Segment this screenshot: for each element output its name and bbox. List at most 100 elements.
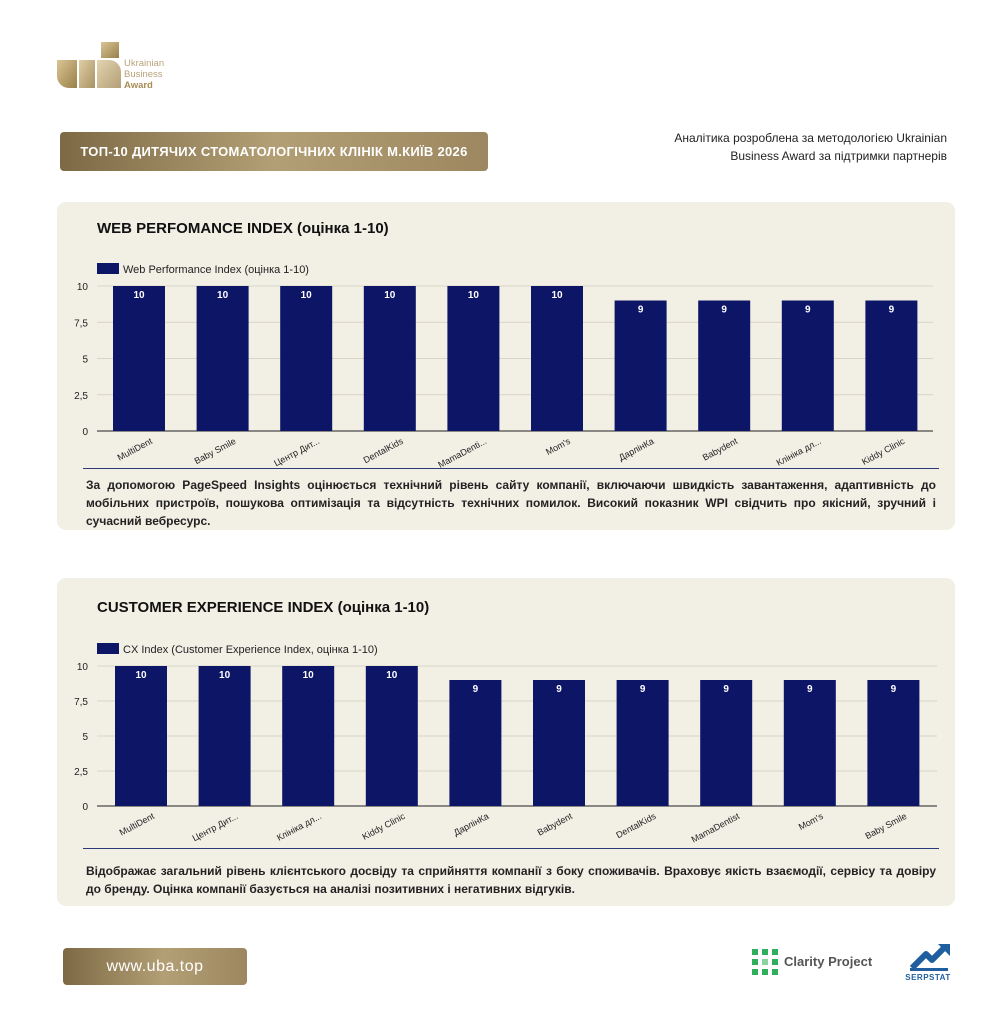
legend-label: CX Index (Customer Experience Index, оці… [123, 644, 378, 656]
x-tick-label: Baby Smile [863, 811, 908, 841]
data-label: 9 [807, 684, 813, 695]
data-label: 10 [551, 290, 563, 301]
bar [614, 300, 667, 431]
bar [449, 680, 502, 806]
y-tick-label: 7,5 [74, 318, 88, 329]
divider [83, 848, 939, 849]
x-tick-label: DentalKids [614, 811, 658, 840]
data-label: 9 [721, 305, 727, 316]
data-label: 10 [217, 290, 229, 301]
serpstat-logo: SERPSTAT [898, 940, 958, 984]
bar [447, 286, 500, 431]
logo-text: Ukrainian Business Award [124, 58, 164, 91]
clarity-project-logo: Clarity Project [752, 948, 872, 975]
bar [533, 680, 585, 806]
y-tick-label: 5 [82, 732, 88, 743]
serpstat-icon [909, 943, 950, 971]
data-label: 10 [384, 290, 396, 301]
x-tick-label: MamaDenti... [436, 436, 488, 470]
bar [698, 300, 751, 431]
bar [700, 680, 753, 806]
x-tick-label: Mom's [797, 811, 825, 832]
logo-line1: Ukrainian [124, 58, 165, 69]
chart-description-customer-experience: Відображає загальний рівень клієнтського… [86, 864, 936, 896]
y-tick-label: 2,5 [74, 767, 88, 778]
bar [531, 286, 583, 431]
legend-label: Web Performance Index (оцінка 1-10) [123, 264, 309, 276]
data-label: 9 [638, 305, 644, 316]
x-tick-label: ДарлінКа [452, 811, 490, 838]
x-tick-label: Babydent [536, 811, 575, 838]
x-tick-label: MamaDentist [690, 811, 742, 845]
x-tick-label: Центр Дит... [191, 811, 240, 843]
data-label: 9 [889, 305, 895, 316]
data-label: 9 [723, 684, 729, 695]
data-label: 9 [805, 305, 811, 316]
chart-title-customer-experience: CUSTOMER EXPERIENCE INDEX (оцінка 1-10) [97, 599, 430, 616]
data-label: 9 [556, 684, 562, 695]
x-tick-label: Клініка дл... [775, 436, 823, 468]
page-title: ТОП-10 ДИТЯЧИХ СТОМАТОЛОГІЧНИХ КЛІНІК М.… [60, 132, 488, 171]
customer-experience-panel: CUSTOMER EXPERIENCE INDEX (оцінка 1-10) … [57, 578, 955, 906]
data-label: 10 [135, 670, 147, 681]
x-tick-label: Kiddy Clinic [860, 436, 907, 467]
y-tick-label: 0 [82, 802, 88, 813]
customer-experience-chart: CX Index (Customer Experience Index, оці… [74, 643, 937, 845]
y-tick-label: 5 [82, 355, 88, 366]
chart-description-web-performance: За допомогою PageSpeed Insights оцінюєть… [86, 478, 936, 528]
x-tick-label: MultiDent [116, 436, 155, 463]
site-url-link[interactable]: www.uba.top [63, 948, 247, 985]
bar [198, 666, 251, 806]
x-tick-label: Клініка дл... [275, 811, 323, 843]
divider [83, 468, 939, 469]
x-tick-label: DentalKids [362, 436, 406, 465]
logo-line2: Business [124, 69, 163, 80]
x-tick-label: Baby Smile [193, 436, 238, 466]
bar [616, 680, 669, 806]
x-tick-label: Babydent [701, 436, 740, 463]
y-tick-label: 0 [82, 427, 88, 438]
bar [781, 300, 834, 431]
x-tick-label: MultiDent [118, 811, 157, 838]
bar [280, 286, 333, 431]
x-tick-label: ДарлінКа [617, 436, 655, 463]
y-tick-label: 10 [77, 662, 89, 673]
y-tick-label: 7,5 [74, 697, 88, 708]
methodology-note: Аналітика розроблена за методологією Ukr… [647, 129, 947, 165]
data-label: 10 [386, 670, 398, 681]
chart-title-web-performance: WEB PERFOMANCE INDEX (оцінка 1-10) [97, 220, 389, 237]
legend-swatch [97, 643, 119, 654]
clarity-project-icon [752, 948, 778, 975]
data-label: 10 [133, 290, 145, 301]
x-tick-label: Центр Дит... [272, 436, 321, 468]
x-tick-label: Mom's [544, 436, 572, 457]
bar [113, 286, 165, 431]
y-tick-label: 10 [77, 282, 89, 293]
web-performance-chart: Web Performance Index (оцінка 1-10) 0 2,5 5… [74, 263, 933, 470]
bar [282, 666, 335, 806]
data-label: 9 [473, 684, 479, 695]
y-tick-label: 2,5 [74, 391, 88, 402]
data-label: 9 [891, 684, 897, 695]
data-label: 9 [640, 684, 646, 695]
data-label: 10 [303, 670, 315, 681]
bar [363, 286, 416, 431]
data-label: 10 [301, 290, 313, 301]
data-label: 10 [468, 290, 480, 301]
methodology-line1: Аналітика розроблена за методологією Ukr… [674, 131, 947, 145]
bar [196, 286, 249, 431]
methodology-line2: Business Award за підтримки партнерів [730, 149, 947, 163]
serpstat-label: SERPSTAT [905, 973, 951, 982]
bar [867, 680, 920, 806]
bar [783, 680, 836, 806]
bar [115, 666, 167, 806]
x-tick-label: Kiddy Clinic [361, 811, 408, 842]
clarity-project-label: Clarity Project [784, 954, 873, 969]
bar [365, 666, 418, 806]
bar [865, 300, 918, 431]
web-performance-panel: WEB PERFOMANCE INDEX (оцінка 1-10) Web P… [57, 202, 955, 530]
legend-swatch [97, 263, 119, 274]
logo-line3: Award [124, 80, 153, 91]
data-label: 10 [219, 670, 231, 681]
uba-logo-icon [57, 42, 121, 88]
